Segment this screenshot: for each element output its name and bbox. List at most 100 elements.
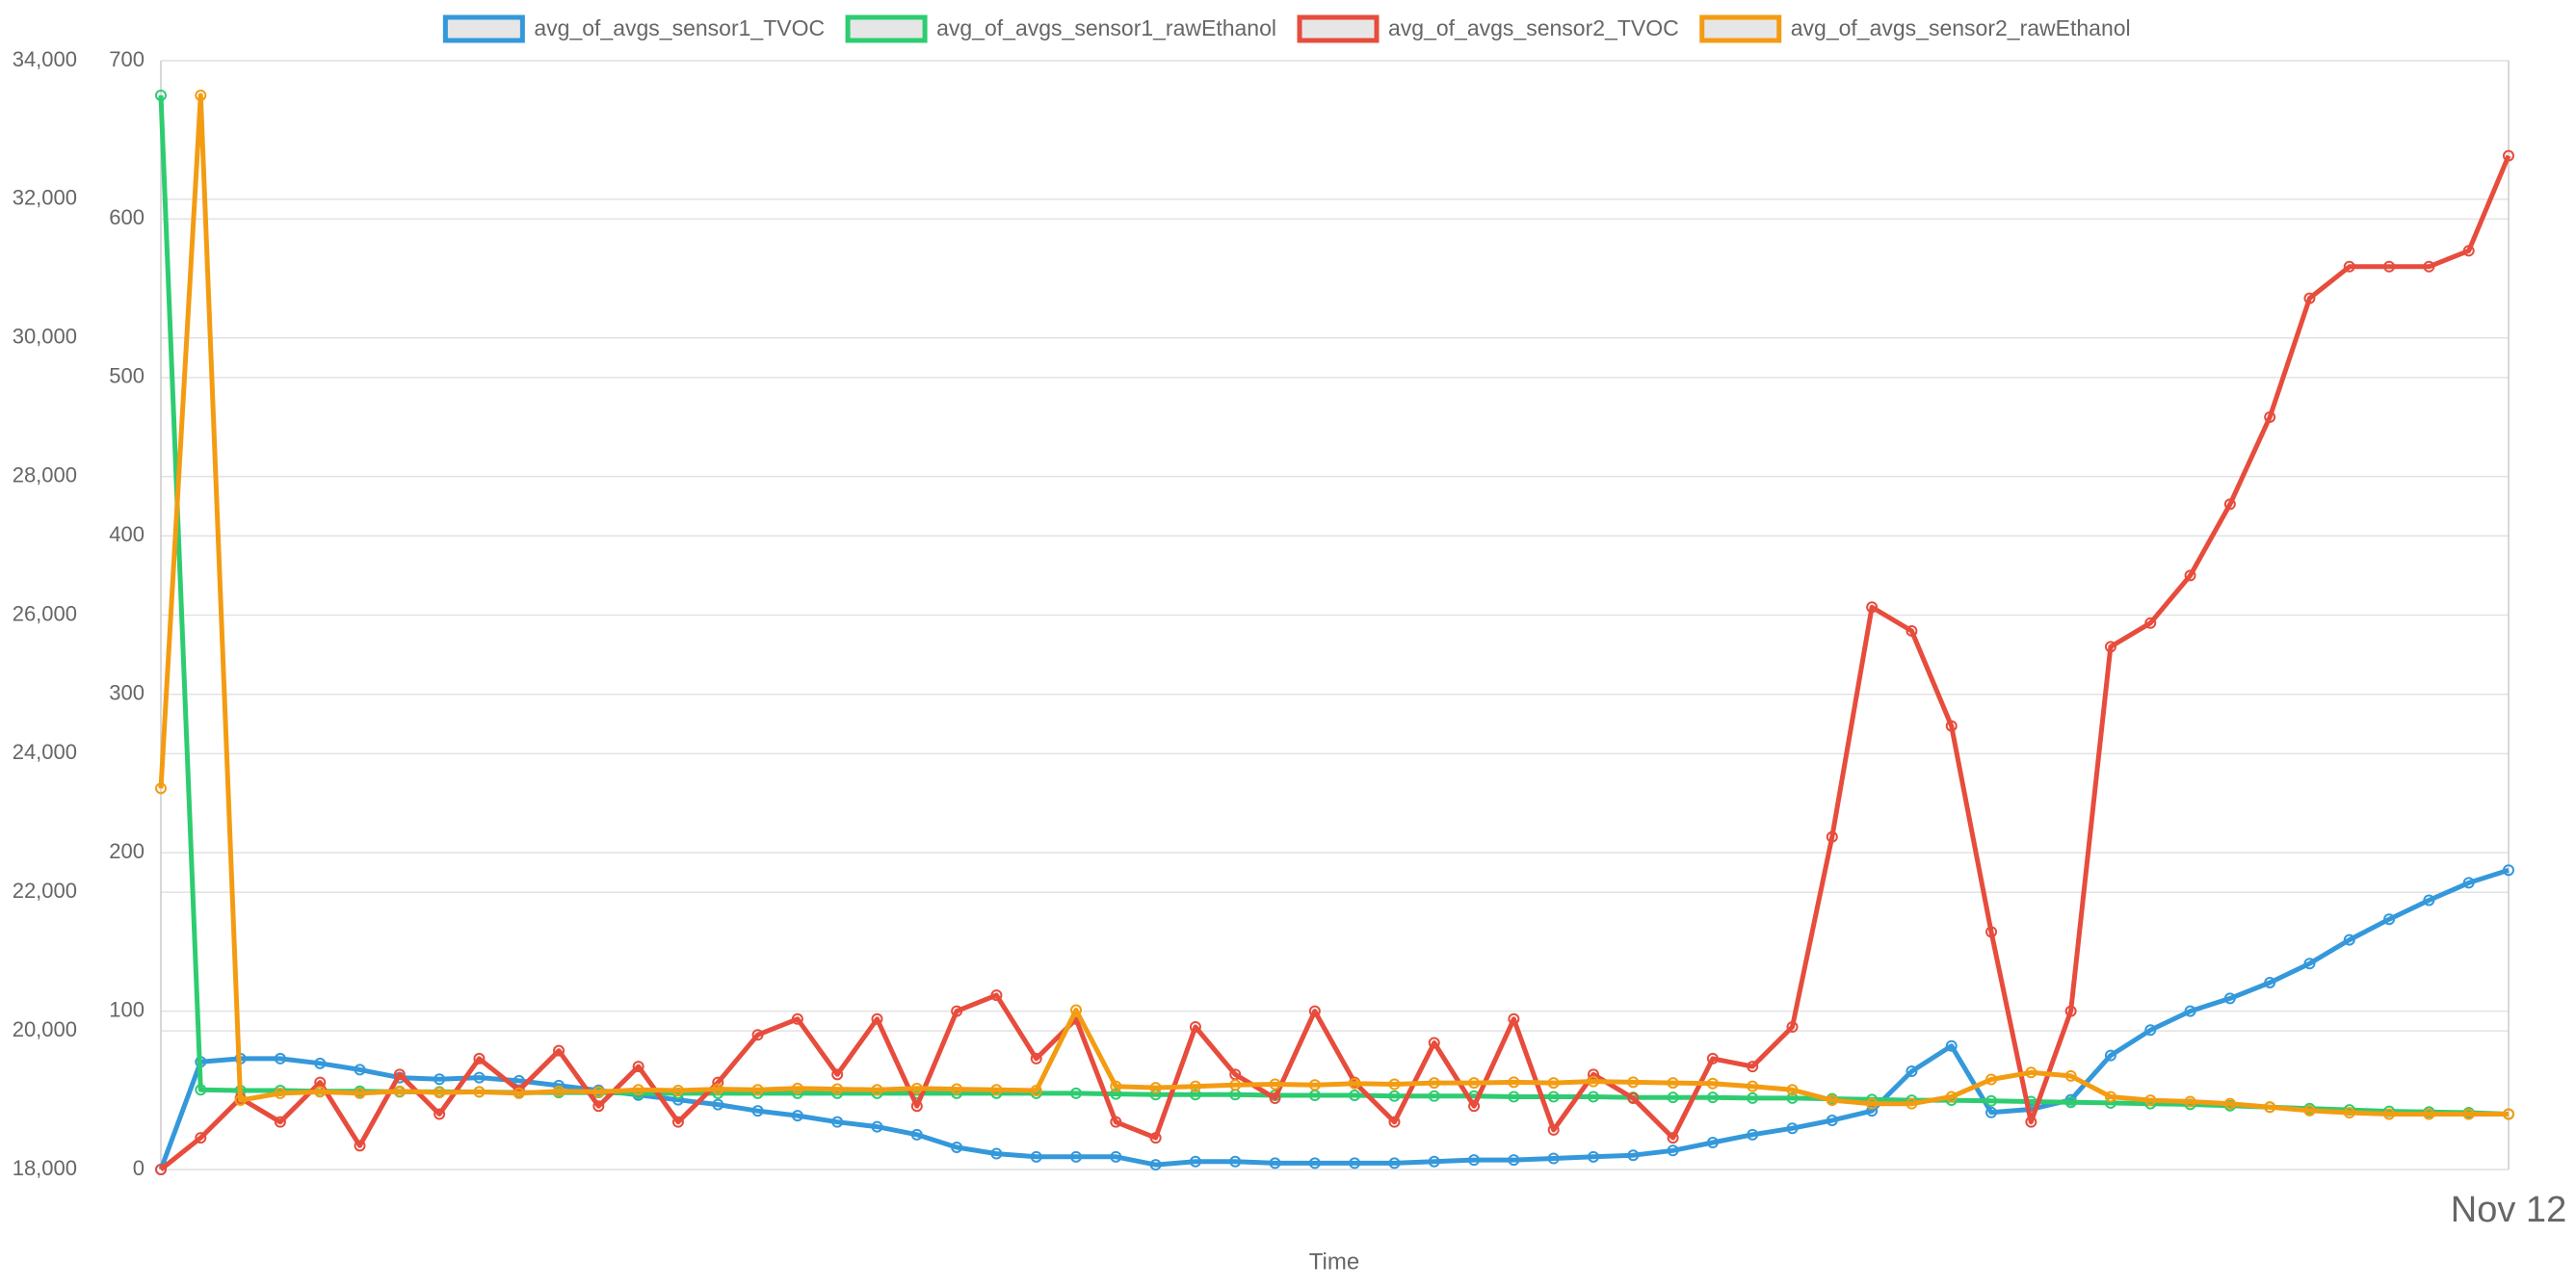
data-point <box>2423 1108 2435 1120</box>
data-point <box>1706 1077 1719 1090</box>
y2-tick-label: 34,000 <box>13 47 77 71</box>
data-point <box>632 1084 644 1096</box>
data-point <box>2303 958 2316 970</box>
y-tick-label: 700 <box>109 47 145 71</box>
data-point <box>1030 1084 1042 1096</box>
data-point <box>990 1147 1003 1160</box>
data-point <box>434 1087 446 1099</box>
x-tick-label: Nov 12 <box>2451 1190 2566 1230</box>
data-point <box>1468 1077 1481 1090</box>
data-point <box>1189 1089 1201 1101</box>
data-point <box>1627 1149 1640 1162</box>
legend-label: avg_of_avgs_sensor1_TVOC <box>534 15 825 40</box>
data-point <box>274 1052 286 1065</box>
data-point <box>1945 1039 1958 1052</box>
y-tick-label: 500 <box>109 364 145 388</box>
data-point <box>1547 1123 1560 1136</box>
data-point <box>1070 1004 1083 1016</box>
y2-tick-label: 32,000 <box>13 186 77 210</box>
data-point <box>1269 1157 1281 1170</box>
data-point <box>1826 1094 1838 1107</box>
data-point <box>1030 1052 1042 1065</box>
y2-tick-label: 26,000 <box>13 601 77 625</box>
data-point <box>1826 830 1838 843</box>
data-point <box>2343 260 2355 273</box>
x-axis-title: Time <box>1309 1249 1359 1275</box>
data-point <box>1587 1091 1599 1103</box>
data-point <box>1149 1159 1162 1171</box>
data-point <box>314 1086 327 1098</box>
data-point <box>910 1082 923 1094</box>
data-point <box>1070 1087 1083 1099</box>
data-point <box>2025 1066 2037 1079</box>
data-point <box>1110 1088 1122 1100</box>
data-point <box>2503 149 2514 162</box>
legend-swatch <box>442 14 525 43</box>
data-point <box>1388 1078 1401 1091</box>
data-point <box>1906 624 1918 637</box>
data-point <box>553 1044 565 1057</box>
data-point <box>951 1141 963 1153</box>
data-point <box>2144 617 2157 629</box>
y-tick-label: 400 <box>109 522 145 546</box>
data-point <box>1468 1154 1481 1167</box>
data-point <box>1189 1155 1201 1168</box>
data-point <box>473 1052 486 1065</box>
data-point <box>2223 992 2236 1005</box>
data-point <box>1906 1065 1918 1078</box>
data-point <box>1110 1150 1122 1163</box>
data-point <box>1985 1106 1998 1118</box>
data-point <box>473 1086 486 1098</box>
data-point <box>1349 1157 1361 1170</box>
y-tick-label: 100 <box>109 997 145 1021</box>
data-point <box>2383 260 2396 273</box>
data-point <box>1468 1100 1481 1113</box>
series-line <box>158 92 2509 1117</box>
data-point <box>1985 1073 1998 1086</box>
data-point <box>831 1116 844 1128</box>
data-point <box>393 1085 406 1097</box>
data-point <box>791 1082 803 1094</box>
data-point <box>1110 1080 1122 1092</box>
data-point <box>354 1140 366 1152</box>
data-point <box>354 1064 366 1076</box>
data-point <box>1030 1150 1042 1163</box>
data-point <box>1627 1076 1640 1089</box>
data-point <box>712 1083 724 1095</box>
data-point <box>1627 1092 1640 1105</box>
data-point <box>2462 245 2475 257</box>
data-point <box>671 1116 684 1128</box>
data-point <box>1308 1079 1321 1091</box>
data-point <box>1786 1084 1799 1096</box>
legend-swatch <box>845 14 928 43</box>
data-point <box>1229 1079 1242 1091</box>
data-point <box>990 1084 1003 1096</box>
data-point <box>751 1084 764 1096</box>
data-point <box>871 1084 883 1096</box>
data-point <box>1906 1097 1918 1110</box>
data-point <box>1428 1155 1440 1168</box>
data-point <box>1508 1091 1520 1103</box>
data-point <box>1747 1128 1759 1141</box>
data-point <box>910 1128 923 1141</box>
data-point <box>1945 720 1958 732</box>
data-point <box>1349 1090 1361 1102</box>
data-point <box>1747 1061 1759 1073</box>
data-point <box>1428 1077 1440 1090</box>
y-tick-label: 0 <box>133 1156 145 1180</box>
data-point <box>1189 1080 1201 1092</box>
data-point <box>671 1084 684 1096</box>
data-point <box>1786 1021 1799 1034</box>
y-tick-label: 300 <box>109 681 145 705</box>
legend-label: avg_of_avgs_sensor1_rawEthanol <box>936 15 1276 40</box>
y2-tick-label: 24,000 <box>13 740 77 764</box>
data-point <box>1985 926 1998 938</box>
data-point <box>2104 641 2116 653</box>
data-point <box>2303 1104 2316 1117</box>
data-point <box>2184 1095 2196 1108</box>
data-point <box>1269 1078 1281 1091</box>
data-point <box>2025 1116 2037 1128</box>
data-point <box>1826 1115 1838 1127</box>
data-point <box>1229 1155 1242 1168</box>
data-point <box>1388 1116 1401 1128</box>
